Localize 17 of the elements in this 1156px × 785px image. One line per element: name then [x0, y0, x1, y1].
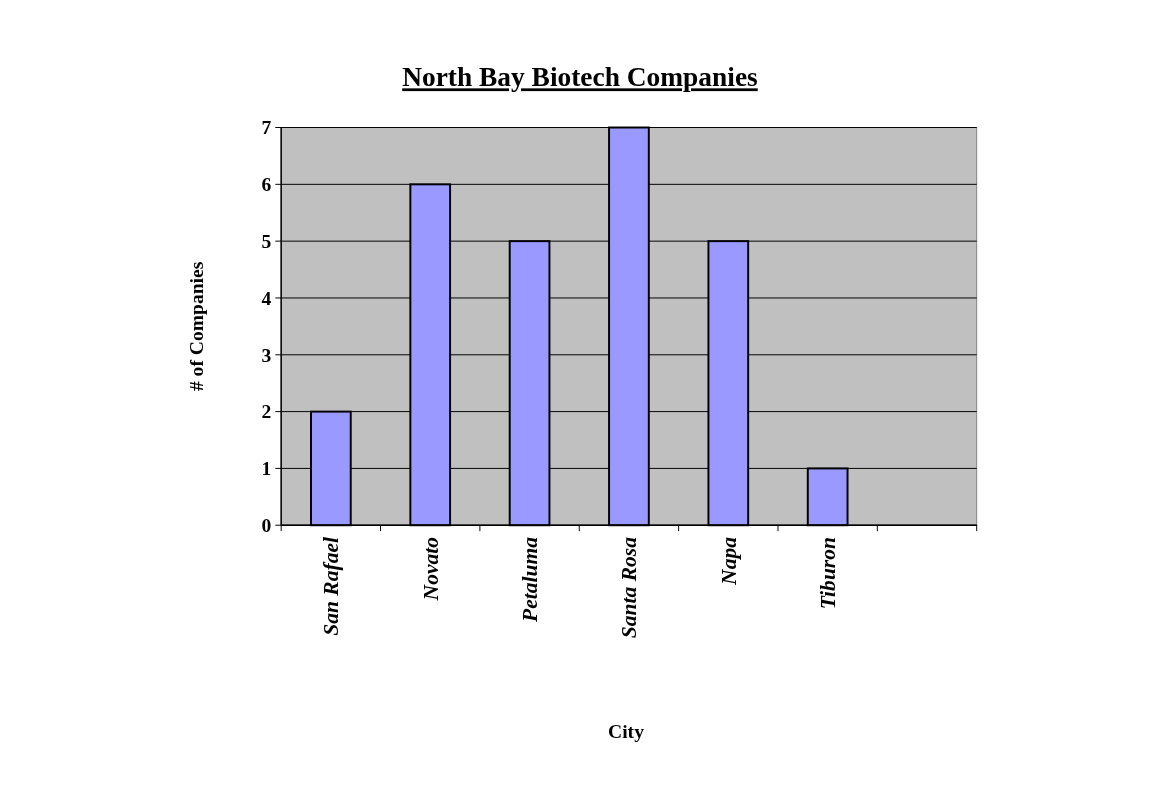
- y-tick-label: 5: [261, 231, 272, 253]
- x-axis-title: City: [608, 720, 645, 742]
- x-tick-label: Santa Rosa: [617, 536, 642, 639]
- y-axis-title: # of Companies: [185, 261, 207, 392]
- y-tick-label: 2: [261, 401, 272, 423]
- x-tick-label: Napa: [716, 536, 741, 586]
- chart-title: North Bay Biotech Companies: [402, 62, 758, 93]
- y-tick-label: 3: [261, 344, 272, 366]
- x-tick-label: Tiburon: [816, 536, 841, 610]
- x-tick-label: Novato: [418, 536, 443, 602]
- y-tick-label: 4: [261, 287, 272, 309]
- y-tick-label: 0: [261, 515, 272, 537]
- y-tick-label: 7: [261, 117, 272, 139]
- y-tick-label: 1: [261, 458, 272, 480]
- x-tick-label: Petaluma: [518, 536, 543, 623]
- x-tick-label: San Rafael: [319, 536, 344, 636]
- y-tick-label: 6: [261, 174, 272, 196]
